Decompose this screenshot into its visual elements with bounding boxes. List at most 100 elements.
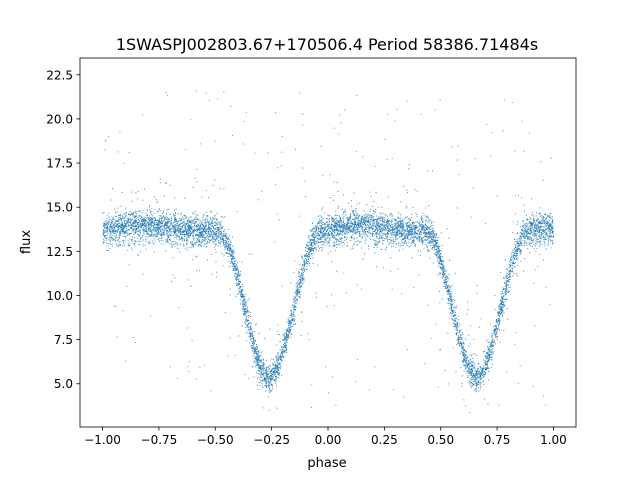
data-point — [446, 280, 448, 282]
data-point — [155, 224, 157, 226]
data-point — [505, 293, 507, 295]
data-point — [248, 314, 250, 316]
data-point — [445, 269, 447, 271]
data-point — [412, 241, 414, 243]
data-point — [339, 218, 341, 220]
data-point — [320, 217, 322, 218]
data-point — [550, 213, 552, 215]
data-point — [362, 223, 364, 225]
data-point — [119, 225, 121, 227]
data-point — [227, 247, 229, 249]
data-point — [183, 234, 185, 236]
data-point — [337, 232, 339, 234]
data-point — [127, 232, 129, 234]
data-point — [513, 255, 515, 257]
data-point — [259, 361, 261, 363]
data-point — [203, 222, 205, 224]
data-point — [475, 372, 477, 374]
data-point — [419, 239, 421, 241]
data-point — [174, 226, 176, 228]
data-point — [125, 215, 127, 217]
data-point — [259, 360, 261, 362]
data-point — [466, 372, 468, 374]
data-point — [271, 367, 273, 369]
data-point — [250, 316, 252, 318]
data-point — [274, 367, 276, 369]
data-point — [378, 206, 380, 208]
data-point — [155, 230, 157, 232]
data-point — [167, 235, 168, 237]
data-point — [303, 263, 305, 265]
data-point — [464, 349, 466, 351]
data-point — [174, 219, 176, 221]
data-point — [280, 366, 282, 368]
data-point — [396, 232, 397, 234]
data-point — [409, 228, 411, 230]
data-point — [463, 359, 465, 361]
data-point — [286, 330, 288, 332]
data-point — [201, 223, 203, 225]
data-point — [160, 218, 162, 220]
data-point — [139, 222, 141, 224]
data-point — [474, 363, 476, 365]
data-point — [422, 225, 424, 227]
data-point — [290, 311, 292, 313]
data-point — [308, 256, 310, 258]
data-point — [311, 239, 313, 241]
data-point — [134, 243, 136, 245]
data-point — [416, 225, 418, 227]
data-point — [449, 307, 451, 309]
data-point — [147, 230, 149, 232]
data-point — [438, 245, 440, 247]
data-point — [309, 229, 311, 231]
data-point — [191, 235, 193, 237]
data-point — [463, 359, 465, 361]
data-point — [481, 378, 483, 380]
data-point — [293, 308, 295, 310]
data-point — [124, 232, 126, 234]
data-point — [453, 323, 455, 325]
data-point — [354, 226, 356, 228]
data-point — [533, 220, 535, 222]
data-point — [338, 225, 340, 227]
data-point — [333, 219, 335, 221]
data-point — [333, 241, 335, 243]
data-point — [107, 232, 109, 234]
data-point — [325, 230, 327, 232]
data-point — [219, 188, 221, 190]
data-point — [234, 268, 235, 270]
data-point — [154, 221, 156, 223]
data-point — [487, 367, 489, 369]
data-point — [472, 371, 474, 373]
data-point — [108, 239, 110, 241]
data-point — [459, 338, 461, 340]
data-point — [186, 220, 188, 222]
data-point — [246, 316, 248, 318]
data-point — [340, 231, 342, 233]
data-point — [238, 272, 240, 274]
data-point — [286, 339, 288, 341]
data-point — [285, 332, 287, 334]
data-point — [177, 213, 179, 215]
data-point — [429, 240, 431, 242]
data-point — [445, 287, 447, 289]
data-point — [351, 237, 353, 239]
data-point — [313, 238, 315, 240]
data-point — [440, 266, 442, 268]
data-point — [309, 249, 311, 251]
data-point — [277, 358, 279, 360]
data-point — [306, 252, 308, 254]
data-point — [538, 235, 540, 237]
data-point — [193, 239, 195, 241]
data-point — [418, 222, 420, 224]
data-point — [330, 227, 332, 229]
data-point — [375, 233, 377, 235]
data-point — [415, 236, 417, 238]
data-point — [310, 245, 312, 247]
data-point — [348, 227, 350, 229]
data-point — [539, 231, 541, 233]
data-point — [539, 213, 541, 215]
data-point — [424, 230, 426, 232]
data-point — [105, 237, 107, 239]
data-point — [470, 385, 472, 387]
